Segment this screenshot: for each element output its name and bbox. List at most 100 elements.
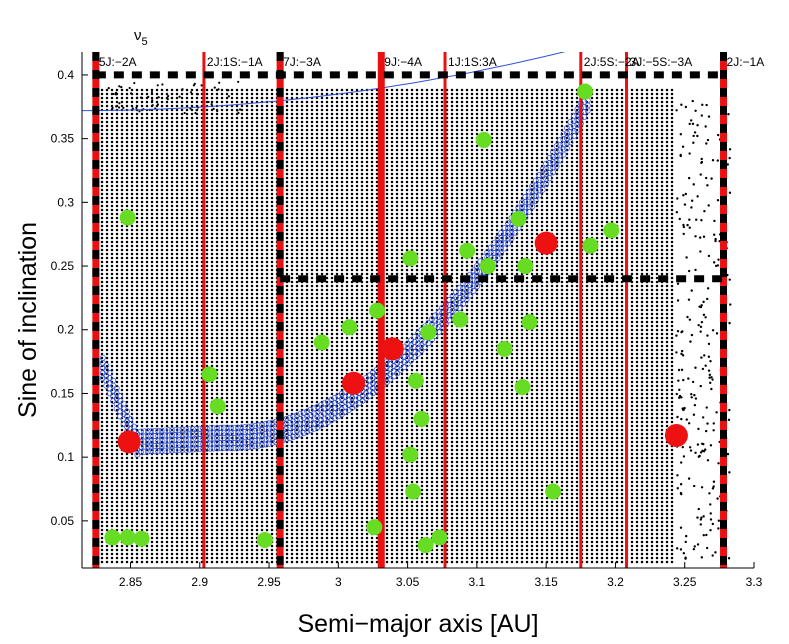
scatter-dot (683, 203, 687, 206)
scatter-dot (679, 483, 683, 486)
y-tick-label: 0.35 (51, 132, 75, 146)
scatter-dot (696, 134, 699, 138)
scatter-dot (702, 300, 705, 304)
small-asteroid-marker (413, 410, 430, 427)
secular-resonance-point (283, 415, 290, 422)
secular-resonance-point (269, 419, 276, 426)
scatter-dot (161, 83, 164, 86)
scatter-dot (237, 80, 240, 83)
scatter-dot (694, 235, 697, 238)
small-asteroid-marker (521, 314, 538, 331)
x-tick-label: 3.05 (396, 575, 420, 589)
scatter-dot (699, 173, 702, 176)
small-asteroid-marker (479, 258, 496, 275)
scatter-dot (710, 177, 713, 180)
secular-resonance-point (120, 400, 127, 407)
scatter-dot (690, 199, 694, 202)
scatter-dot (679, 548, 683, 551)
secular-resonance-point (518, 199, 525, 206)
scatter-dot (711, 159, 715, 162)
scatter-dot (703, 209, 706, 213)
scatter-dot (166, 94, 170, 98)
small-asteroid-marker (517, 258, 534, 275)
secular-resonance-point (217, 424, 224, 431)
scatter-dot (681, 145, 685, 148)
scatter-dot (709, 518, 713, 521)
secular-resonance-point (331, 394, 338, 401)
scatter-dot (682, 455, 686, 458)
scatter-dot (213, 86, 216, 89)
secular-resonance-point (314, 403, 321, 410)
scatter-dot (680, 417, 683, 421)
small-asteroid-marker (496, 340, 513, 357)
scatter-dot (676, 329, 680, 333)
scatter-dot (682, 232, 685, 236)
scatter-dot (701, 103, 704, 106)
scatter-dot (729, 303, 732, 306)
scatter-dot (680, 349, 684, 353)
secular-resonance-point (110, 377, 117, 384)
scatter-dot (715, 411, 718, 414)
scatter-dot (157, 96, 160, 99)
scatter-dot (682, 225, 686, 229)
x-tick-label: 3.3 (746, 575, 763, 589)
scatter-dot (711, 522, 715, 526)
scatter-dot (114, 91, 118, 94)
scatter-dot (706, 287, 710, 290)
x-tick-label: 3.1 (469, 575, 486, 589)
secular-resonance-point (456, 284, 463, 291)
scatter-dot (212, 107, 215, 110)
scatter-dot (706, 334, 709, 337)
scatter-dot (682, 194, 685, 197)
scatter-dot (704, 176, 708, 180)
scatter-dot (684, 105, 688, 109)
secular-resonance-point (176, 426, 182, 433)
large-asteroid-marker (342, 371, 366, 395)
secular-resonance-point (529, 183, 536, 190)
secular-resonance-point (231, 424, 238, 431)
secular-resonance-point (141, 428, 148, 435)
scatter-dot (692, 141, 695, 144)
scatter-dot (151, 104, 154, 107)
scatter-dot (699, 325, 703, 329)
secular-resonance-point (532, 177, 539, 184)
secular-resonance-point (304, 408, 311, 415)
scatter-dot (695, 218, 698, 221)
scatter-dot (697, 323, 700, 327)
scatter-dot (690, 206, 693, 209)
secular-resonance-point (453, 288, 460, 295)
secular-resonance-point (324, 398, 331, 405)
scatter-dot (680, 103, 683, 106)
small-asteroid-marker (545, 483, 562, 500)
scatter-dot (216, 109, 219, 113)
y-tick-label: 0.15 (51, 386, 75, 400)
scatter-dot (696, 195, 699, 198)
scatter-dot (120, 86, 123, 89)
scatter-dot (716, 497, 719, 500)
secular-resonance-point (193, 426, 200, 432)
scatter-dot (122, 106, 125, 109)
scatter-dot (689, 119, 693, 122)
resonance-label: 9J:−4A (384, 55, 422, 69)
scatter-dot (706, 138, 710, 142)
scatter-dot (675, 334, 678, 337)
scatter-dot (726, 452, 730, 456)
scatter-dot (714, 551, 717, 554)
x-tick-label: 2.95 (257, 575, 281, 589)
scatter-dot (698, 454, 701, 458)
scatter-dot (675, 392, 678, 396)
scatter-dot (712, 233, 716, 236)
scatter-dot (700, 320, 704, 324)
scatter-dot (703, 354, 706, 357)
resonance-label: 2J:5S:−2A (584, 55, 640, 69)
scatter-dot (705, 142, 708, 145)
scatter-dot (227, 89, 230, 92)
scatter-dot (700, 114, 704, 117)
y-tick-label: 0.4 (57, 68, 74, 82)
scatter-dot (684, 540, 687, 544)
secular-resonance-point (553, 143, 560, 150)
scatter-dot (150, 91, 154, 94)
secular-resonance-point (536, 172, 543, 178)
secular-resonance-point (131, 423, 137, 430)
